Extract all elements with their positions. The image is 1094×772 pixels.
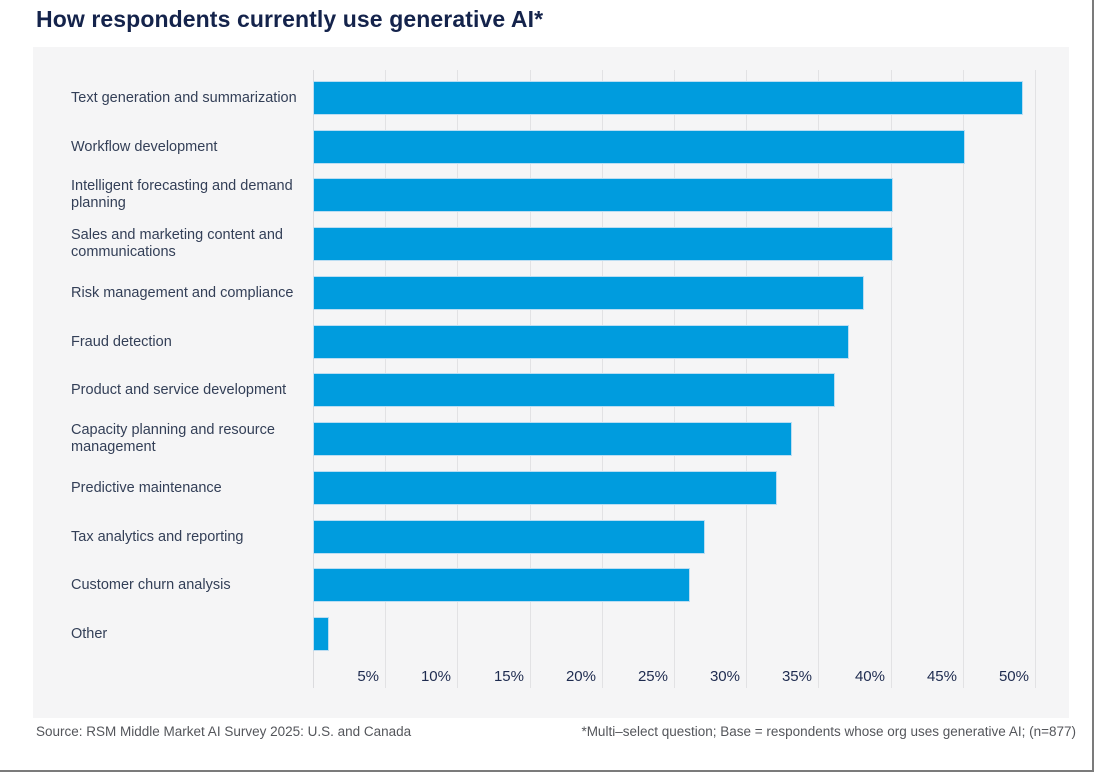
bar — [314, 131, 964, 163]
x-tick-label: 15% — [493, 668, 524, 685]
category-label: Intelligent forecasting and demand plann… — [71, 178, 293, 211]
chart-footer: Source: RSM Middle Market AI Survey 2025… — [36, 724, 1076, 739]
category-label: Predictive maintenance — [71, 479, 222, 496]
category-label: Customer churn analysis — [71, 576, 231, 593]
category-label: Product and service development — [71, 381, 287, 398]
x-tick-label: 30% — [709, 668, 740, 685]
category-label: Capacity planning and resource managemen… — [71, 422, 275, 455]
bar — [314, 618, 328, 650]
bar — [314, 521, 704, 553]
x-tick-label: 50% — [998, 668, 1029, 685]
bar — [314, 277, 863, 309]
bar — [314, 228, 892, 260]
x-gridline — [1035, 70, 1036, 688]
x-tick-label: 40% — [854, 668, 885, 685]
x-tick-label: 35% — [781, 668, 812, 685]
category-label: Sales and marketing content and communic… — [71, 227, 283, 260]
bar — [314, 569, 689, 601]
bar — [314, 82, 1022, 114]
category-label: Tax analytics and reporting — [71, 528, 244, 545]
category-label: Other — [71, 625, 108, 642]
x-tick-label: 10% — [420, 668, 451, 685]
bar — [314, 326, 848, 358]
y-axis-line — [313, 70, 314, 688]
bar — [314, 179, 892, 211]
footnote: *Multi–select question; Base = responden… — [581, 724, 1076, 739]
x-gridline — [963, 70, 964, 688]
x-tick-label: 5% — [357, 668, 379, 685]
bar — [314, 472, 776, 504]
x-tick-label: 20% — [565, 668, 596, 685]
category-label: Workflow development — [71, 138, 218, 155]
category-label: Text generation and summarization — [71, 89, 297, 106]
chart-title: How respondents currently use generative… — [36, 6, 544, 32]
category-label: Risk management and compliance — [71, 284, 294, 301]
category-label: Fraud detection — [71, 333, 172, 350]
bar — [314, 423, 791, 455]
source-note: Source: RSM Middle Market AI Survey 2025… — [36, 724, 412, 739]
x-gridline — [891, 70, 892, 688]
x-tick-label: 45% — [926, 668, 957, 685]
bar — [314, 374, 834, 406]
x-tick-label: 25% — [637, 668, 668, 685]
chart-panel: 5% 10% 15% 20% 25% 30% 35% 40% 45% 50% Text genera… — [33, 47, 1069, 718]
